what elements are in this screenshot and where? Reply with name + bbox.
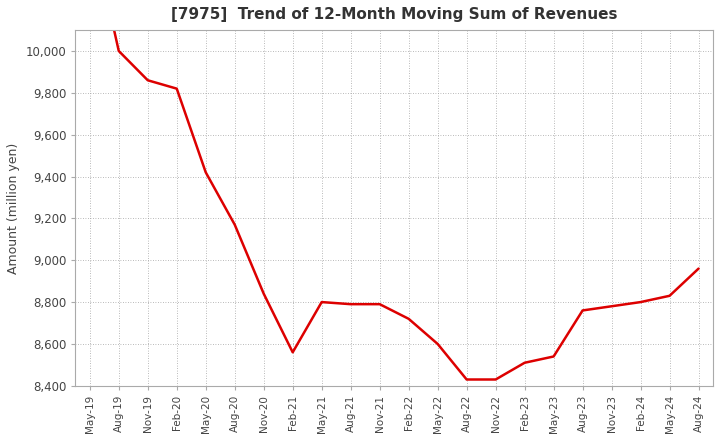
Title: [7975]  Trend of 12-Month Moving Sum of Revenues: [7975] Trend of 12-Month Moving Sum of R… [171, 7, 618, 22]
Y-axis label: Amount (million yen): Amount (million yen) [7, 142, 20, 274]
